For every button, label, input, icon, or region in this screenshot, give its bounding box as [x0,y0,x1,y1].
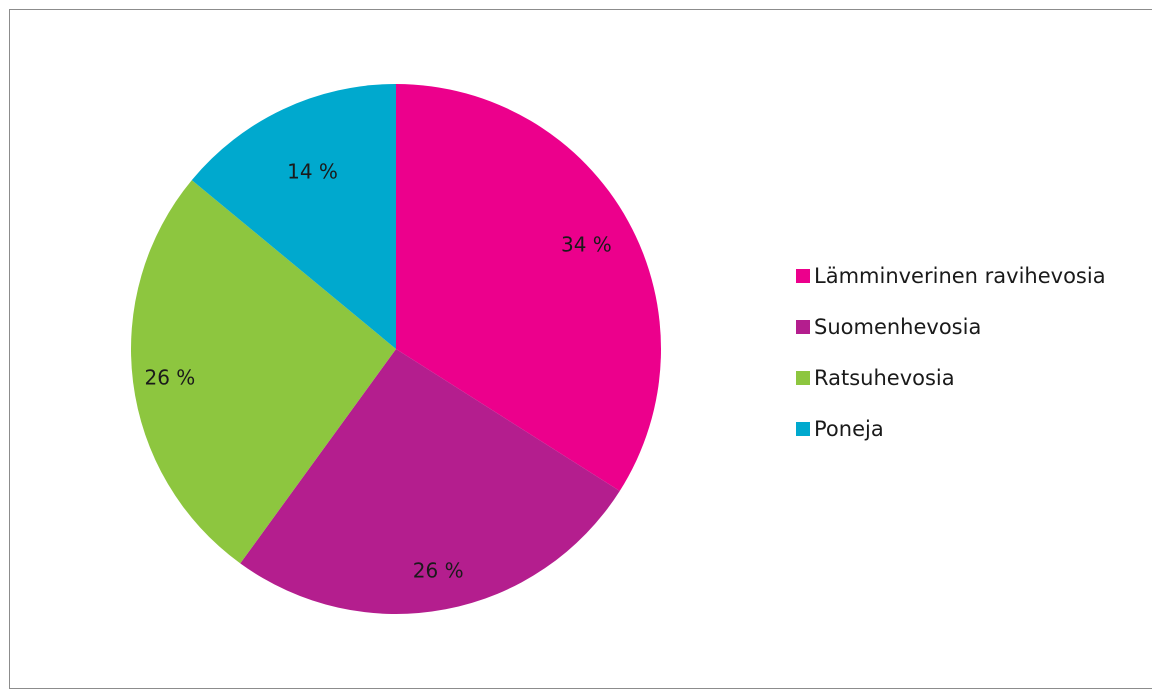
data-label-3: 26 % [144,366,195,390]
legend-swatch-1 [796,268,810,283]
legend-label-4: Poneja [814,416,884,441]
legend-swatch-3 [796,370,810,385]
pie-slice-1 [396,84,662,491]
legend-label-2: Suomenhevosia [814,314,982,339]
legend-label-3: Ratsuhevosia [814,365,955,390]
legend-swatch-4 [796,421,810,436]
data-labels: 34 % 26 % 26 % 14 % [144,160,611,583]
pie-slice-2 [240,349,620,615]
legend-item-2: Suomenhevosia [796,313,1106,340]
data-label-1: 34 % [561,232,612,256]
legend: Lämminverinen ravihevosia Suomenhevosia Ra… [796,262,1106,466]
legend-swatch-2 [796,319,810,334]
pie-chart: 34 % 26 % 26 % 14 % [130,83,662,615]
pie-slices [130,83,662,615]
data-label-2: 26 % [413,558,464,582]
data-label-4: 14 % [287,160,338,184]
pie-slice-3 [130,180,396,564]
legend-item-1: Lämminverinen ravihevosia [796,262,1106,289]
legend-label-1: Lämminverinen ravihevosia [814,263,1106,288]
pie-slice-4 [191,83,396,349]
legend-item-3: Ratsuhevosia [796,364,1106,391]
legend-item-4: Poneja [796,415,1106,442]
